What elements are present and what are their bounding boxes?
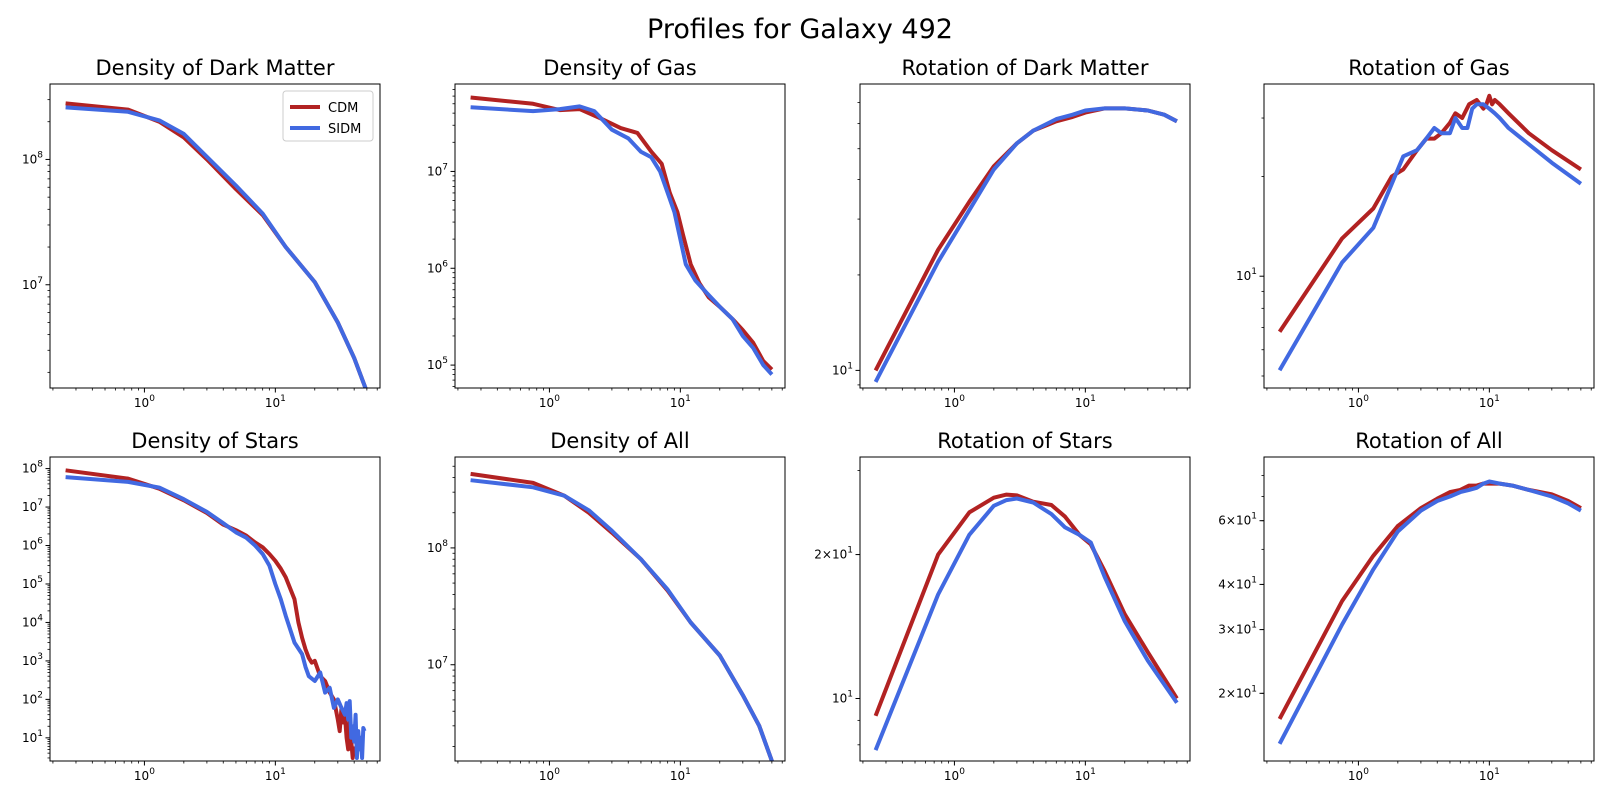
legend-label-cdm: CDM (328, 101, 358, 116)
y-tick-label: 2×101 (1218, 684, 1257, 700)
x-tick-label: 100 (539, 767, 560, 783)
y-tick-label: 3×101 (1218, 621, 1257, 637)
series-line-sidm (470, 478, 774, 761)
legend: CDM SIDM (282, 90, 374, 142)
y-tick-label: 106 (427, 259, 448, 275)
panel-density-of-all: Density of All 100 101 107 108 (427, 429, 786, 783)
x-tick-label: 100 (539, 394, 560, 410)
y-tick-label: 103 (22, 652, 43, 668)
panel-title: Density of All (550, 429, 689, 453)
y-tick-label: 108 (427, 539, 448, 555)
series-line-sidm (65, 105, 368, 388)
minor-ticks (1261, 117, 1592, 391)
x-tick-label: 100 (944, 394, 965, 410)
x-tick-label: 100 (944, 767, 965, 783)
x-tick-label: 101 (1479, 394, 1500, 410)
panels: Density of Dark Matter 100 101 107 108 CDM SID… (22, 56, 1595, 783)
y-tick-label: 2×101 (814, 546, 853, 562)
series-group (1277, 479, 1582, 745)
panel-title: Density of Stars (131, 429, 298, 453)
axes-frame (859, 456, 1191, 762)
minor-ticks (857, 469, 1188, 764)
y-tick-label: 4×101 (1218, 575, 1257, 591)
y-tick-label: 107 (22, 276, 43, 292)
x-tick-label: 101 (670, 767, 691, 783)
series-line-cdm (470, 471, 774, 761)
y-tick-label: 104 (22, 613, 43, 629)
x-tick-label: 100 (1348, 767, 1369, 783)
y-tick-label: 101 (22, 729, 43, 745)
series-line-sidm (1277, 479, 1582, 745)
y-tick-label: 101 (1236, 267, 1257, 283)
y-tick-label: 102 (22, 690, 43, 706)
y-tick-label: 108 (22, 150, 43, 166)
x-tick-label: 101 (1075, 394, 1096, 410)
series-line-cdm (470, 95, 774, 371)
axes-frame (49, 83, 381, 389)
series-line-cdm (873, 106, 1178, 372)
axes-frame (49, 456, 381, 762)
y-tick-label: 105 (22, 575, 43, 591)
y-tick-label: 105 (427, 356, 448, 372)
panel-title: Rotation of Gas (1348, 56, 1510, 80)
y-tick-label: 101 (832, 689, 853, 705)
series-group (1277, 93, 1583, 372)
x-tick-label: 101 (1479, 767, 1500, 783)
series-line-sidm (873, 496, 1179, 751)
figure-title: Profiles for Galaxy 492 (647, 14, 953, 45)
axes-frame (454, 83, 786, 389)
x-tick-label: 101 (265, 767, 286, 783)
panel-density-of-dark-matter: Density of Dark Matter 100 101 107 108 CDM SID… (22, 56, 381, 410)
series-line-cdm (1277, 93, 1583, 333)
panel-density-of-gas: Density of Gas 100 101 105 106 107 (427, 56, 786, 410)
y-tick-label: 107 (427, 162, 448, 178)
series-line-cdm (873, 492, 1179, 717)
panel-rotation-of-all: Rotation of All 100 101 2×101 3×101 4×101 6×10… (1218, 429, 1595, 783)
series-group (470, 471, 774, 761)
series-line-sidm (65, 475, 367, 760)
y-tick-label: 101 (832, 361, 853, 377)
panel-title: Density of Gas (543, 56, 697, 80)
y-tick-label: 106 (22, 537, 43, 553)
series-line-sidm (470, 104, 774, 376)
series-group (65, 101, 368, 388)
axes-frame (1263, 83, 1595, 389)
series-group (65, 468, 367, 760)
x-tick-label: 101 (1075, 767, 1096, 783)
series-line-sidm (873, 106, 1178, 383)
panel-density-of-stars: Density of Stars 100 101 101 102 103 104 105 106… (22, 429, 381, 783)
series-line-cdm (1277, 481, 1582, 720)
minor-ticks (1261, 475, 1592, 764)
axes-frame (454, 456, 786, 762)
x-tick-label: 101 (265, 394, 286, 410)
y-tick-label: 108 (22, 460, 43, 476)
series-group (470, 95, 774, 376)
axes-frame (859, 83, 1191, 389)
x-tick-label: 100 (134, 394, 155, 410)
minor-ticks (452, 465, 783, 764)
series-group (873, 106, 1178, 383)
series-group (873, 492, 1179, 751)
panel-rotation-of-stars: Rotation of Stars 100 101 101 2×101 (814, 429, 1191, 783)
y-tick-label: 6×101 (1218, 512, 1257, 528)
x-tick-label: 100 (134, 767, 155, 783)
legend-label-sidm: SIDM (328, 122, 361, 137)
x-tick-label: 100 (1348, 394, 1369, 410)
x-tick-label: 101 (670, 394, 691, 410)
y-tick-label: 107 (22, 498, 43, 514)
axes-frame (1263, 456, 1595, 762)
panel-title: Density of Dark Matter (96, 56, 335, 80)
minor-ticks (857, 101, 1188, 391)
series-line-cdm (65, 101, 368, 388)
panel-title: Rotation of All (1355, 429, 1502, 453)
panel-title: Rotation of Stars (937, 429, 1112, 453)
y-tick-label: 107 (427, 656, 448, 672)
panel-rotation-of-gas: Rotation of Gas 100 101 101 (1236, 56, 1595, 410)
panel-title: Rotation of Dark Matter (902, 56, 1149, 80)
minor-ticks (47, 99, 378, 391)
panel-rotation-of-dark-matter: Rotation of Dark Matter 100 101 101 (832, 56, 1191, 410)
series-line-sidm (1277, 102, 1583, 372)
